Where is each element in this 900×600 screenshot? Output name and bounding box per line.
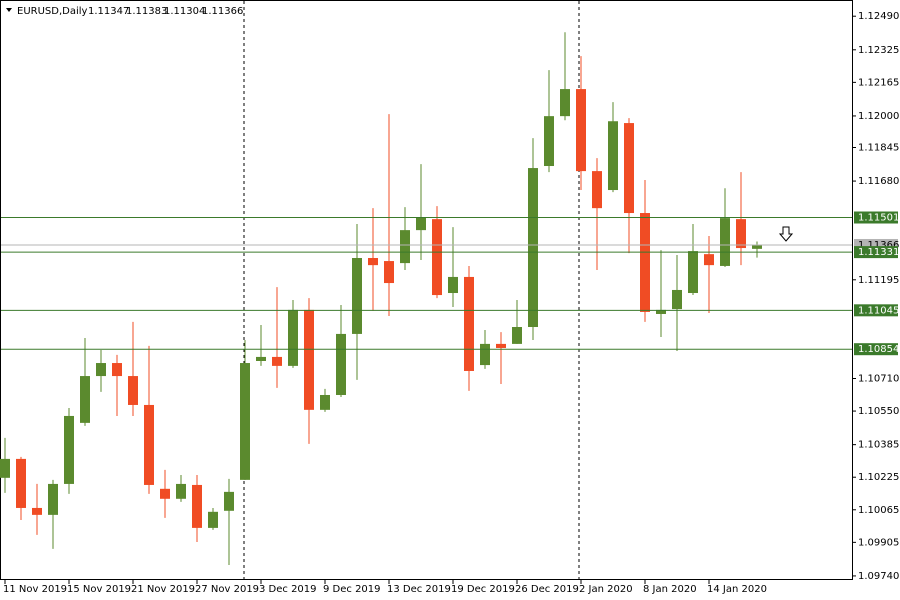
level-label-box	[854, 304, 898, 317]
candle-body	[144, 404, 154, 485]
candle-body	[560, 89, 570, 117]
x-tick-label: 27 Nov 2019	[195, 584, 259, 595]
x-tick-label: 21 Nov 2019	[131, 584, 195, 595]
candle-body	[32, 507, 42, 515]
candle-body	[240, 363, 250, 480]
candle-body	[96, 363, 106, 377]
candle-body	[464, 276, 474, 371]
candle-body	[544, 116, 554, 167]
candle-body	[64, 415, 74, 484]
level-label-box	[854, 211, 898, 224]
x-tick-label: 15 Nov 2019	[67, 584, 131, 595]
candle-body	[736, 219, 746, 249]
candle-body	[704, 254, 714, 266]
menu-triangle[interactable]	[6, 8, 12, 12]
marks	[0, 32, 762, 565]
candle-body	[320, 394, 330, 410]
y-tick-label: 1.10385	[858, 440, 899, 451]
y-tick-label: 1.11845	[858, 142, 899, 153]
level-label: 1.11045	[858, 305, 899, 316]
candle-body	[0, 458, 10, 478]
candle-body	[672, 289, 682, 310]
candle-body	[16, 458, 26, 508]
candle-body	[640, 213, 650, 312]
candle-body	[512, 327, 522, 344]
candle-body	[304, 309, 314, 410]
x-tick-label: 19 Dec 2019	[451, 584, 515, 595]
sell-arrow	[778, 226, 794, 242]
candle-body	[688, 251, 698, 294]
y-tick-label: 1.10550	[858, 406, 899, 417]
x-tick-label: 11 Nov 2019	[3, 584, 67, 595]
candle-body	[496, 343, 506, 348]
x-tick-label: 26 Dec 2019	[515, 584, 579, 595]
y-tick-label: 1.11680	[858, 176, 899, 187]
candle-body	[272, 356, 282, 366]
candle-body	[336, 333, 346, 395]
y-tick-label: 1.11195	[858, 275, 899, 286]
candle-body	[752, 244, 762, 249]
candle-body	[368, 258, 378, 266]
x-tick-label: 14 Jan 2020	[707, 584, 767, 595]
header-high: 1.11383	[126, 6, 167, 17]
candle-body	[608, 121, 618, 191]
symbol-title: EURUSD,Daily	[17, 6, 88, 17]
y-tick-label: 1.09905	[858, 537, 899, 548]
level-label-box	[854, 246, 898, 259]
candle-body	[176, 483, 186, 499]
candle-body	[432, 219, 442, 296]
candle-body	[400, 230, 410, 264]
y-tick-label: 1.10065	[858, 505, 899, 516]
header-close: 1.11366	[202, 6, 243, 17]
candle-body	[624, 123, 634, 214]
plot-frame	[0, 0, 853, 580]
candle-body	[416, 217, 426, 231]
candle-body	[48, 483, 58, 515]
header-open: 1.11347	[88, 6, 129, 17]
candle-body	[352, 258, 362, 334]
y-tick-label: 1.12000	[858, 111, 899, 122]
candle-body	[160, 488, 170, 499]
x-tick-label: 3 Dec 2019	[259, 584, 317, 595]
level-label-box	[854, 343, 898, 356]
y-tick-label: 1.09740	[858, 571, 899, 582]
x-tick-label: 8 Jan 2020	[643, 584, 697, 595]
header: EURUSD,Daily 1.11347 1.11383 1.11304 1.1…	[6, 6, 243, 17]
candle-body	[528, 168, 538, 328]
candle-body	[656, 309, 666, 314]
candle-body	[384, 261, 394, 284]
x-tick-label: 2 Jan 2020	[579, 584, 633, 595]
header-low: 1.11304	[164, 6, 205, 17]
y-tick-label: 1.10225	[858, 472, 899, 483]
candle-body	[288, 309, 298, 366]
y-tick-label: 1.12490	[858, 11, 899, 22]
x-tick-label: 9 Dec 2019	[323, 584, 381, 595]
candle-body	[480, 343, 490, 366]
level-label: 1.10854	[858, 344, 899, 355]
candle-body	[208, 511, 218, 528]
candle-body	[80, 376, 90, 423]
y-tick-label: 1.10710	[858, 374, 899, 385]
y-tick-label: 1.12325	[858, 45, 899, 56]
candle-body	[128, 376, 138, 405]
candle-body	[720, 218, 730, 266]
candle-body	[224, 491, 234, 511]
x-tick-label: 13 Dec 2019	[387, 584, 451, 595]
candle-body	[192, 484, 202, 528]
candle-body	[256, 356, 266, 361]
bid-label: 1.11366	[858, 240, 899, 251]
level-label: 1.11331	[858, 247, 899, 258]
candle-body	[112, 363, 122, 377]
candle-body	[448, 276, 458, 294]
candle-body	[592, 171, 602, 209]
level-label: 1.11501	[858, 213, 899, 224]
candle-body	[576, 89, 586, 172]
y-tick-label: 1.12165	[858, 77, 899, 88]
